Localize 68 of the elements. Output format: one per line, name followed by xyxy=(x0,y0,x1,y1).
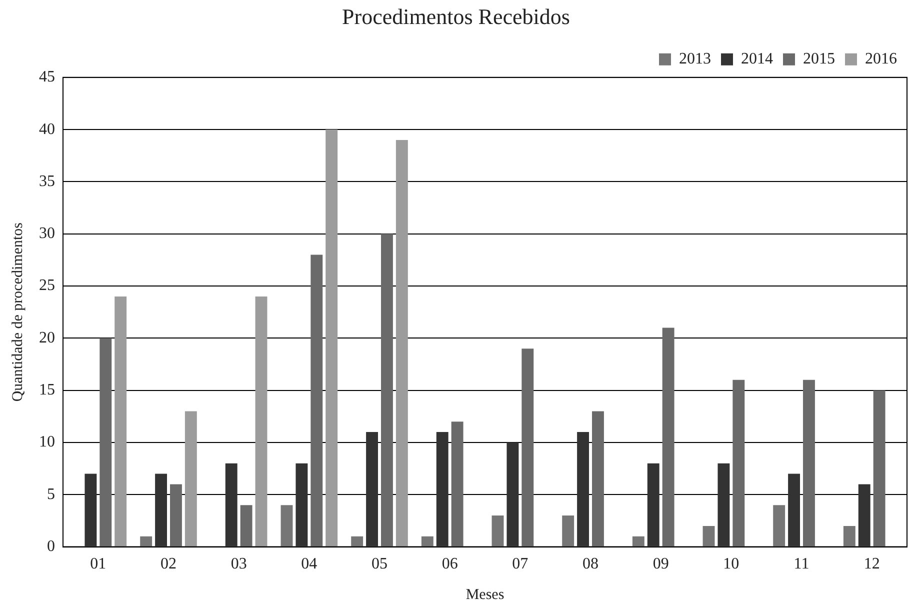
bar xyxy=(366,432,378,546)
bar xyxy=(718,463,730,546)
bar xyxy=(647,463,660,546)
y-tick-label: 5 xyxy=(47,486,55,503)
bar xyxy=(100,338,112,546)
x-axis-title: Meses xyxy=(466,586,504,603)
bar xyxy=(140,536,152,546)
x-tick-label: 02 xyxy=(160,556,176,573)
bar xyxy=(225,463,238,546)
x-tick-label: 06 xyxy=(442,556,458,573)
bar xyxy=(240,505,252,546)
bar xyxy=(843,526,856,546)
bar xyxy=(562,516,574,546)
y-axis-title: Quantidade de procedimentos xyxy=(10,222,26,402)
x-tick-label: 01 xyxy=(90,556,106,573)
bar xyxy=(577,432,590,546)
bar xyxy=(155,474,168,546)
y-tick-label: 25 xyxy=(39,277,55,294)
bar xyxy=(310,254,323,546)
y-tick-label: 10 xyxy=(39,434,55,451)
bar xyxy=(873,390,886,546)
bar xyxy=(84,474,97,546)
bar xyxy=(184,411,197,546)
bar xyxy=(632,536,644,546)
bar xyxy=(170,484,182,546)
bar xyxy=(522,348,534,546)
bar xyxy=(396,140,408,546)
y-tick-label: 45 xyxy=(39,68,55,86)
x-tick-label: 09 xyxy=(652,556,669,573)
legend-label: 2016 xyxy=(865,50,897,68)
x-tick-label: 08 xyxy=(582,556,598,573)
x-tick-label: 05 xyxy=(372,556,388,573)
bar xyxy=(732,380,745,546)
x-tick-label: 12 xyxy=(864,556,880,573)
y-tick-label: 30 xyxy=(39,225,55,242)
bar xyxy=(802,380,815,546)
bar xyxy=(858,484,870,546)
legend-label: 2015 xyxy=(803,50,835,68)
bar xyxy=(114,296,127,546)
bar xyxy=(280,505,293,546)
x-tick-label: 10 xyxy=(723,556,740,573)
bar xyxy=(255,296,268,546)
legend-label: 2014 xyxy=(741,50,773,68)
x-tick-label: 11 xyxy=(794,556,810,573)
y-tick-label: 35 xyxy=(39,172,55,190)
bar xyxy=(492,516,504,546)
bar xyxy=(788,474,800,546)
bar xyxy=(421,536,434,546)
x-tick-label: 03 xyxy=(230,556,247,573)
bar xyxy=(592,411,604,546)
y-tick-label: 15 xyxy=(39,382,55,399)
chart-title: Procedimentos Recebidos xyxy=(342,4,570,29)
bar xyxy=(351,536,364,546)
bar xyxy=(773,505,786,546)
bar xyxy=(702,526,715,546)
bar xyxy=(326,130,338,546)
bar xyxy=(436,432,448,546)
bar xyxy=(380,234,393,546)
x-tick-label: 07 xyxy=(512,556,528,573)
y-tick-label: 40 xyxy=(39,120,55,138)
y-tick-label: 20 xyxy=(39,329,55,346)
bar xyxy=(296,463,308,546)
y-tick-label: 0 xyxy=(47,538,55,556)
x-tick-label: 04 xyxy=(301,556,318,573)
bar xyxy=(451,422,464,546)
bar xyxy=(506,442,519,546)
bar xyxy=(662,328,674,546)
legend-label: 2013 xyxy=(679,50,711,68)
